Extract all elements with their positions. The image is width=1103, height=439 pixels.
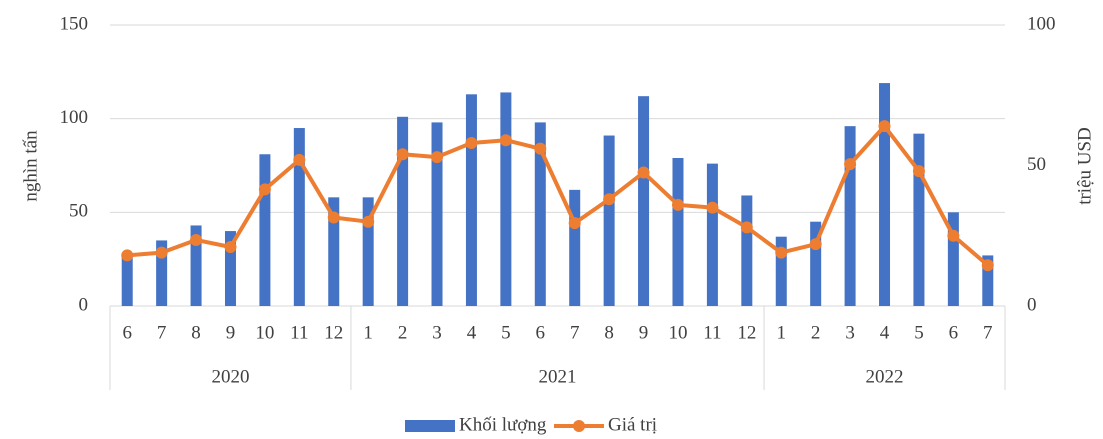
line-marker <box>844 158 857 171</box>
bar <box>397 116 409 306</box>
bar <box>706 163 718 306</box>
x-tick-label: 4 <box>467 322 477 343</box>
line <box>127 124 990 267</box>
bar <box>121 253 133 306</box>
x-tick-label: 2 <box>398 322 408 343</box>
bar <box>328 197 340 306</box>
x-tick-label: 2 <box>811 322 821 343</box>
line-marker <box>258 183 271 196</box>
x-tick-label: 5 <box>914 322 924 343</box>
bar <box>913 133 925 306</box>
line-marker <box>568 217 581 230</box>
x-tick-label: 11 <box>290 322 308 343</box>
legend-swatch <box>573 420 585 432</box>
bar <box>638 96 650 306</box>
legend-swatch <box>405 420 455 432</box>
bar <box>500 92 512 306</box>
x-tick-label: 8 <box>191 322 201 343</box>
line-marker <box>603 193 616 206</box>
x-tick-label: 11 <box>703 322 721 343</box>
bar <box>603 135 615 306</box>
x-tick-label: 10 <box>255 322 274 343</box>
bar <box>362 197 374 306</box>
line-marker <box>293 153 306 166</box>
line-marker <box>706 201 719 214</box>
line-marker <box>947 229 960 242</box>
x-tick-label: 12 <box>324 322 343 343</box>
y2-tick-label: 100 <box>1027 13 1056 34</box>
bar <box>879 83 891 306</box>
x-tick-label: 7 <box>570 322 580 343</box>
bar <box>844 126 856 306</box>
bar <box>259 154 271 306</box>
x-tick-label: 12 <box>737 322 756 343</box>
legend-label: Giá trị <box>608 414 657 435</box>
x-tick-label: 7 <box>983 322 993 343</box>
line-marker <box>671 198 684 211</box>
x-tick-label: 1 <box>363 322 373 343</box>
x-tick-label: 8 <box>604 322 614 343</box>
y-tick-label: 150 <box>60 13 89 34</box>
legend-label: Khối lượng <box>459 414 547 435</box>
bar <box>672 158 684 306</box>
bar <box>293 128 305 306</box>
y-axis-title: nghìn tấn <box>20 130 41 202</box>
x-tick-label: 3 <box>432 322 442 343</box>
x-tick-label: 6 <box>949 322 959 343</box>
x-tick-label: 4 <box>880 322 890 343</box>
bar <box>947 212 959 306</box>
bar <box>431 122 443 306</box>
line-marker <box>775 246 788 259</box>
x-group-label: 2020 <box>211 366 249 387</box>
x-tick-label: 9 <box>226 322 236 343</box>
y2-tick-label: 50 <box>1027 154 1046 175</box>
line-marker <box>637 166 650 179</box>
bar <box>534 122 546 306</box>
line-marker <box>431 151 444 164</box>
bar <box>156 240 168 306</box>
line-marker <box>121 249 134 262</box>
x-group-label: 2021 <box>539 366 577 387</box>
line-marker <box>465 137 478 150</box>
x-group-label: 2022 <box>866 366 904 387</box>
bar <box>741 195 753 306</box>
line-marker <box>362 215 375 228</box>
x-tick-label: 7 <box>157 322 167 343</box>
line-marker <box>396 148 409 161</box>
line-marker <box>809 238 822 251</box>
line-marker <box>878 120 891 133</box>
x-tick-label: 10 <box>668 322 687 343</box>
line-marker <box>912 165 925 178</box>
y2-tick-label: 0 <box>1027 294 1037 315</box>
x-tick-label: 1 <box>777 322 787 343</box>
bar <box>982 255 994 306</box>
y-tick-label: 100 <box>60 107 89 128</box>
y-tick-label: 0 <box>79 294 89 315</box>
bar <box>569 189 581 306</box>
line-marker <box>534 142 547 155</box>
line-marker <box>981 259 994 272</box>
line-marker <box>327 211 340 224</box>
line-marker <box>155 246 168 259</box>
y2-axis-title: triệu USD <box>1074 127 1095 205</box>
bar <box>224 231 236 306</box>
bar <box>465 94 477 307</box>
bar <box>810 221 822 306</box>
line-marker <box>224 240 237 253</box>
bar <box>775 236 787 306</box>
x-tick-label: 5 <box>501 322 511 343</box>
line-marker <box>499 134 512 147</box>
x-tick-label: 6 <box>536 322 546 343</box>
x-tick-label: 6 <box>122 322 132 343</box>
y-tick-label: 50 <box>69 201 88 222</box>
line-marker <box>190 233 203 246</box>
bar <box>190 225 202 306</box>
x-tick-label: 3 <box>845 322 855 343</box>
line-marker <box>740 221 753 234</box>
x-tick-label: 9 <box>639 322 649 343</box>
